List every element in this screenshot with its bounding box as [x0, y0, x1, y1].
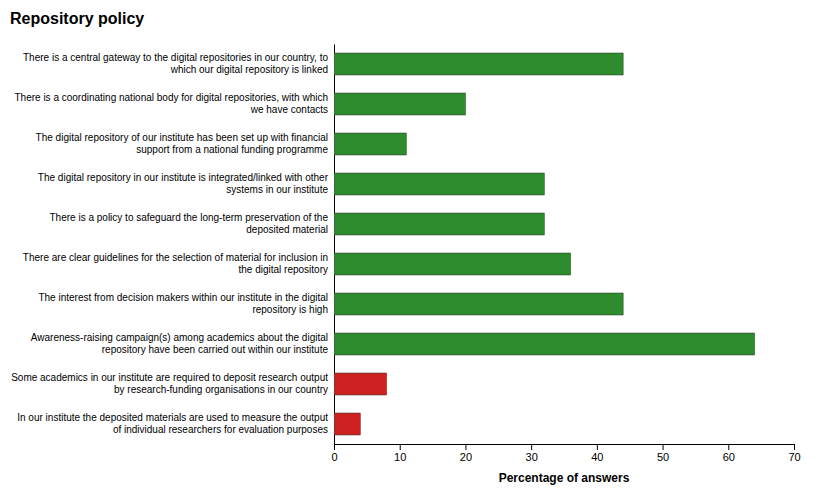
tick-label-line: There is a coordinating national body fo…	[14, 92, 328, 103]
tick-label-line: There are clear guidelines for the selec…	[23, 252, 328, 263]
tick-label-line: deposited material	[246, 224, 328, 235]
tick-label: 10	[394, 451, 406, 463]
tick-label-line: Awareness-raising campaign(s) among acad…	[31, 332, 328, 343]
plot: 0 10 20 30 40 50 60 70 There is a central gatewa…	[11, 45, 800, 463]
tick-label: 30	[526, 451, 538, 463]
tick: Awareness-raising campaign(s) among acad…	[31, 332, 334, 355]
tick: 70	[788, 444, 800, 463]
tick-mark	[663, 444, 664, 450]
tick: 50	[657, 444, 669, 463]
tick: There is a central gateway to the digita…	[23, 52, 334, 74]
tick-label-line: repository is high	[252, 304, 328, 315]
tick-label-line: we have contacts	[250, 104, 328, 115]
tick-label: 60	[723, 451, 735, 463]
tick-mark	[597, 444, 598, 450]
tick-label: Some academics in our institute are requ…	[11, 372, 328, 395]
tick-mark	[400, 444, 401, 450]
tick-label: There is a coordinating national body fo…	[14, 92, 328, 115]
axis-line	[335, 445, 795, 451]
bar	[334, 253, 571, 275]
bar	[334, 133, 406, 155]
bar	[334, 173, 544, 195]
category-axis: There is a central gateway to the digita…	[11, 45, 334, 445]
tick-label-line: by research-funding organisations in our…	[114, 384, 328, 395]
tick-label-line: The interest from decision makers within…	[38, 292, 328, 303]
tick-label-line: The digital repository in our institute …	[38, 172, 329, 183]
tick-label: 70	[788, 451, 800, 463]
bar	[334, 53, 623, 75]
tick-label: 40	[591, 451, 603, 463]
tick: 20	[460, 444, 472, 463]
tick: There is a policy to safeguard the long-…	[50, 212, 334, 235]
tick: There is a coordinating national body fo…	[14, 92, 334, 115]
tick: 30	[526, 444, 538, 463]
tick-label-line: There is a central gateway to the digita…	[23, 52, 328, 63]
tick-label-line: The digital repository of our institute …	[36, 132, 328, 143]
tick-mark	[794, 444, 795, 450]
tick: 60	[723, 444, 735, 463]
tick-label-line: of individual researchers for evaluation…	[113, 424, 328, 435]
tick-label-line: There is a policy to safeguard the long-…	[50, 212, 329, 223]
tick-label: The interest from decision makers within…	[38, 292, 328, 315]
tick: 10	[394, 444, 406, 463]
tick-label: 0	[331, 451, 337, 463]
axis-title: Percentage of answers	[499, 471, 630, 485]
bars	[334, 53, 755, 435]
tick-label: There is a central gateway to the digita…	[23, 52, 328, 74]
tick: Some academics in our institute are requ…	[11, 372, 334, 395]
bar	[334, 333, 755, 355]
tick-label-line: Some academics in our institute are requ…	[11, 372, 328, 383]
chart-title: Repository policy	[10, 10, 144, 27]
tick-label: 50	[657, 451, 669, 463]
tick-label-line: support from a national funding programm…	[136, 144, 328, 155]
tick: 40	[591, 444, 603, 463]
tick-label: The digital repository in our institute …	[38, 172, 329, 195]
tick: There are clear guidelines for the selec…	[23, 252, 334, 275]
value-axis: 0 10 20 30 40 50 60 70	[331, 444, 800, 463]
tick: 0	[331, 444, 337, 463]
tick-label-line: systems in our institute	[226, 184, 328, 195]
tick-label-line: repository have been carried out within …	[102, 344, 329, 355]
tick-label: There are clear guidelines for the selec…	[23, 252, 328, 275]
tick: In our institute the deposited materials…	[17, 412, 334, 435]
bar	[334, 293, 623, 315]
tick-mark	[334, 444, 335, 450]
tick-label-line: In our institute the deposited materials…	[17, 412, 328, 423]
tick-label: Awareness-raising campaign(s) among acad…	[31, 332, 329, 355]
tick: The interest from decision makers within…	[38, 292, 334, 315]
tick-label: In our institute the deposited materials…	[17, 412, 328, 435]
tick-label: There is a policy to safeguard the long-…	[50, 212, 329, 235]
chart-container: 0 10 20 30 40 50 60 70 There is a central gatewa…	[0, 0, 818, 496]
tick: The digital repository of our institute …	[36, 132, 334, 155]
bar	[334, 413, 360, 435]
chart-svg: 0 10 20 30 40 50 60 70 There is a central gatewa…	[0, 0, 818, 496]
tick-label: 20	[460, 451, 472, 463]
tick-mark	[728, 444, 729, 450]
bar	[334, 93, 465, 115]
bar	[334, 373, 387, 395]
bar	[334, 213, 544, 235]
tick-mark	[465, 444, 466, 450]
tick-label-line: which our digital repository is linked	[170, 64, 328, 75]
tick-label-line: the digital repository	[239, 264, 329, 275]
tick: The digital repository in our institute …	[38, 172, 334, 195]
tick-label: The digital repository of our institute …	[36, 132, 329, 155]
tick-mark	[531, 444, 532, 450]
